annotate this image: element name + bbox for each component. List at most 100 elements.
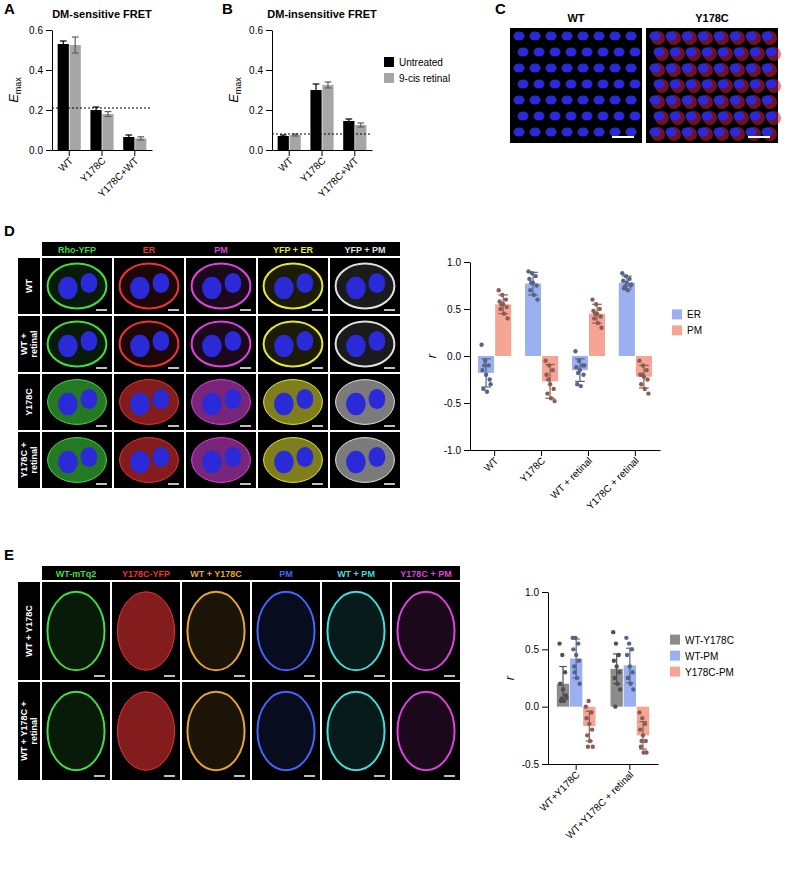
nucleus	[81, 331, 98, 351]
error-bar	[572, 639, 579, 678]
micrograph	[42, 316, 112, 372]
row-label: WT	[24, 279, 34, 293]
header-band	[42, 566, 460, 580]
nucleus	[654, 48, 665, 57]
nucleus	[582, 80, 593, 89]
data-point	[581, 373, 585, 377]
scale-bar	[168, 367, 179, 369]
bar	[90, 110, 101, 150]
scale-bar	[96, 425, 107, 427]
nucleus	[682, 32, 693, 41]
nucleus	[650, 128, 661, 137]
row-label: WT + Y178C	[24, 605, 34, 657]
nucleus	[566, 80, 577, 89]
error-bar	[639, 365, 649, 388]
nucleus	[702, 80, 713, 89]
panel-letter: B	[222, 0, 233, 17]
data-point	[645, 377, 649, 381]
cell-signal	[327, 592, 384, 670]
legend: Untreated9-cis retinal	[384, 57, 450, 84]
column-header: PM	[214, 245, 228, 255]
error-bar	[586, 711, 593, 741]
tick: 0.2	[249, 105, 272, 116]
nucleus	[58, 335, 78, 357]
row-label-line: retinal	[29, 717, 39, 744]
error-bar	[498, 295, 508, 314]
error-bar	[60, 41, 67, 47]
cell-signal	[264, 438, 323, 483]
scale-bar	[312, 483, 323, 485]
nucleus	[698, 64, 709, 73]
nucleus	[682, 96, 693, 105]
tick: 0.0	[29, 145, 52, 156]
bar	[355, 125, 366, 150]
data-point	[505, 305, 509, 309]
image-panel: WT-mTq2Y178C-YFPWT + Y178CPMWT + PMY178C…	[18, 566, 460, 780]
micrograph	[112, 682, 180, 780]
nucleus	[530, 32, 541, 41]
y-axis: 0.00.20.40.6	[249, 25, 272, 156]
row-label-band	[18, 432, 40, 488]
cell-signal	[397, 592, 454, 670]
error-whisker	[643, 365, 644, 388]
error-cap	[325, 87, 332, 88]
x-axis: WTY178CWT + retinalY178C + retinal	[471, 450, 661, 512]
micrograph	[510, 28, 642, 143]
tick-mark	[588, 450, 589, 456]
row-label-band	[18, 316, 40, 372]
chart-title: DM-sensitive FRET	[52, 8, 152, 20]
micrograph	[258, 316, 328, 372]
scale-bar	[312, 425, 323, 427]
nucleus	[746, 64, 757, 73]
axis-line	[471, 450, 661, 451]
error-cap	[72, 36, 79, 37]
tick-label: 0.4	[249, 65, 263, 76]
tick-label: -0.5	[444, 398, 462, 409]
micrograph	[42, 432, 112, 488]
nucleus	[153, 331, 170, 351]
micrograph	[42, 582, 110, 680]
error-cap	[292, 135, 299, 136]
panel-letter: D	[4, 222, 15, 239]
data-point	[637, 359, 641, 363]
error-cap	[60, 46, 67, 47]
cell-signal	[47, 592, 104, 670]
micrograph	[252, 682, 320, 780]
nucleus	[714, 96, 725, 105]
micrograph	[186, 432, 256, 488]
data-point	[629, 282, 633, 286]
micrograph	[182, 682, 250, 780]
bar	[278, 136, 289, 150]
nucleus	[202, 393, 222, 415]
row-label-line: retinal	[29, 446, 39, 473]
nucleus	[58, 393, 78, 415]
nucleus	[630, 80, 641, 89]
nucleus	[746, 96, 757, 105]
nucleus	[654, 112, 665, 121]
nucleus	[546, 128, 557, 137]
legend-label: ER	[687, 309, 701, 320]
scale-bar	[384, 425, 395, 427]
micrograph	[330, 258, 400, 314]
legend-swatch	[670, 635, 680, 645]
tick-mark	[102, 150, 103, 156]
legend-label: Untreated	[399, 57, 443, 68]
bar	[290, 135, 301, 150]
tick-label: WT+Y178C	[537, 769, 582, 814]
legend-swatch	[672, 325, 682, 335]
tick: Y178C	[298, 150, 327, 184]
row-label-band	[18, 258, 40, 314]
bar	[102, 114, 113, 150]
tick: -0.5	[444, 398, 470, 409]
error-cap	[498, 294, 508, 295]
nucleus	[666, 32, 677, 41]
cell-signal	[264, 264, 323, 309]
error-cap	[137, 139, 144, 140]
nucleus	[610, 32, 621, 41]
tick-label: 0.5	[447, 304, 461, 315]
nucleus	[297, 389, 314, 409]
tick-label: 0.0	[447, 351, 461, 362]
scale-bar	[444, 675, 455, 677]
nucleus	[682, 128, 693, 137]
data-point	[614, 641, 618, 645]
